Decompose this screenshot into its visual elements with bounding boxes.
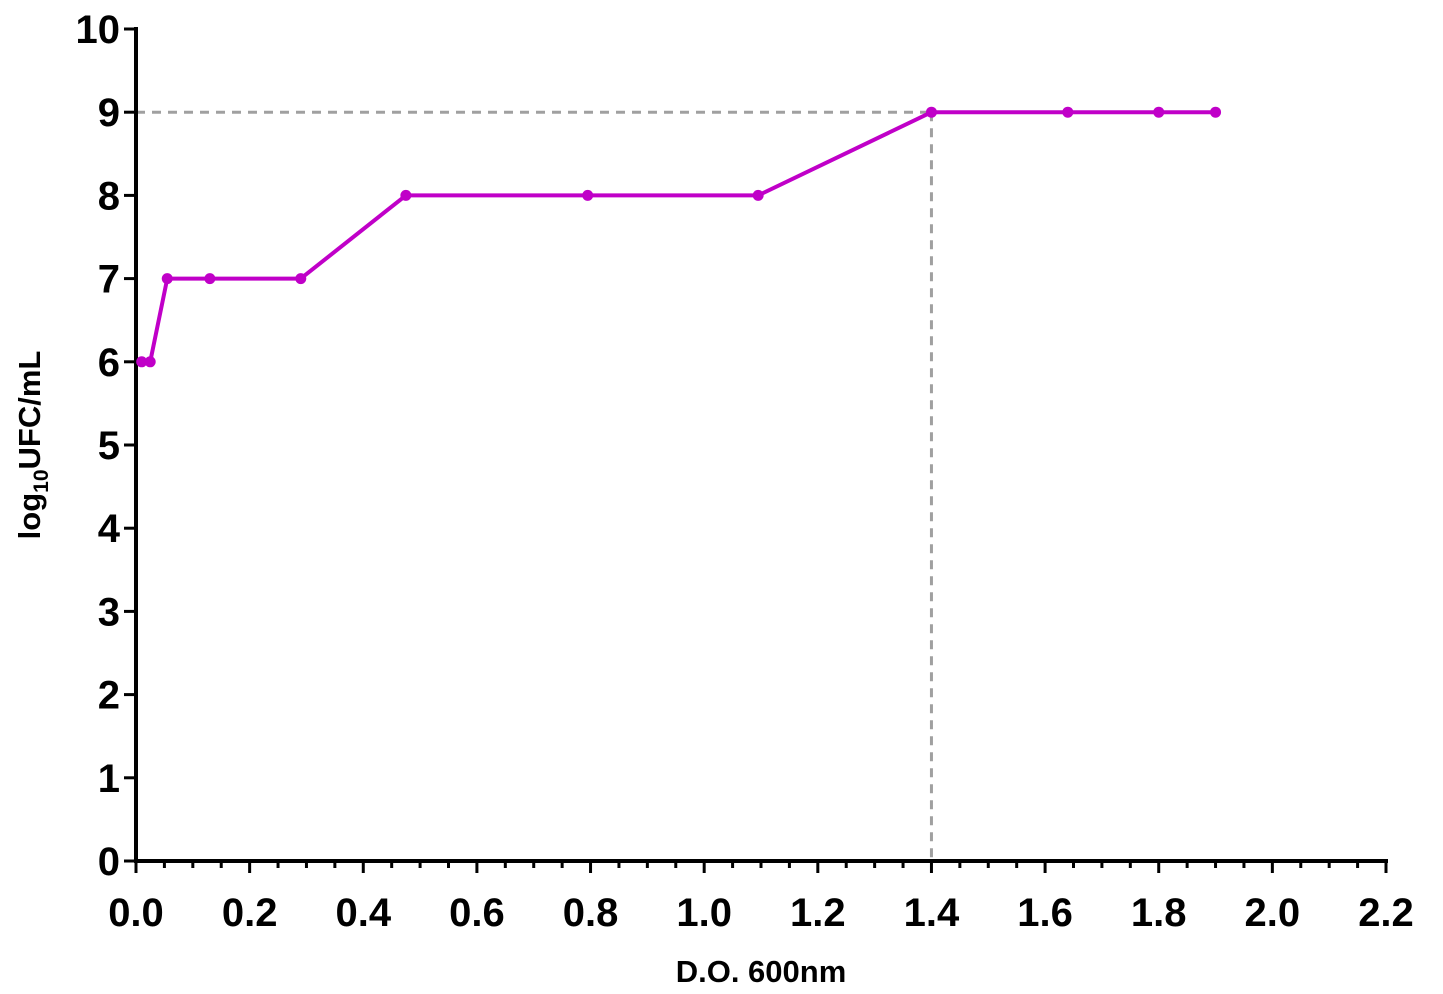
y-tick-label: 3: [98, 590, 120, 634]
y-ticks: 0 1 2 3 4 5 6 7 8 9 10: [76, 8, 136, 884]
x-tick-label: 0.6: [449, 891, 505, 935]
y-tick-label: 1: [98, 757, 120, 801]
y-axis-title-subscript: 10: [30, 469, 53, 492]
data-point: [752, 189, 764, 201]
x-tick-label: 1.4: [904, 891, 960, 935]
x-tick-label: 1.0: [676, 891, 732, 935]
reference-lines: [136, 110, 933, 861]
series-line: [141, 110, 1216, 364]
y-tick-label: 2: [98, 674, 120, 718]
data-point: [400, 189, 412, 201]
data-point: [582, 189, 594, 201]
y-tick-label: 7: [98, 258, 120, 302]
x-ticks: 0.0 0.2 0.4 0.6 0.8 1.0 1.2 1.4 1.6 1.8 2.0 2.2: [108, 861, 1414, 935]
y-tick-label: 6: [98, 341, 120, 385]
y-axis-title: log10UFC/mL: [12, 351, 53, 540]
x-tick-label: 1.8: [1131, 891, 1187, 935]
y-tick-label: 10: [76, 8, 121, 52]
data-point: [136, 356, 148, 368]
axes: [134, 27, 1388, 863]
x-tick-label: 1.6: [1017, 891, 1073, 935]
x-tick-label: 2.2: [1358, 891, 1414, 935]
y-tick-label: 9: [98, 91, 120, 135]
data-point: [295, 273, 307, 285]
y-tick-label: 8: [98, 174, 120, 218]
data-point: [1062, 106, 1074, 118]
data-point: [161, 273, 173, 285]
x-tick-label: 0.8: [563, 891, 619, 935]
x-tick-label: 2.0: [1245, 891, 1301, 935]
x-axis-title: D.O. 600nm: [676, 954, 847, 989]
data-point: [204, 273, 216, 285]
y-tick-label: 5: [98, 424, 120, 468]
data-point: [144, 356, 156, 368]
x-tick-label: 1.2: [790, 891, 846, 935]
data-point: [1210, 106, 1222, 118]
data-point: [1153, 106, 1165, 118]
x-tick-label: 0.0: [108, 891, 164, 935]
x-tick-label: 0.2: [222, 891, 278, 935]
x-tick-label: 0.4: [335, 891, 391, 935]
y-tick-label: 4: [98, 507, 121, 551]
series: [136, 106, 1222, 368]
y-axis-title-prefix: log: [12, 493, 47, 540]
y-tick-label: 0: [98, 840, 120, 884]
y-axis-title-suffix: UFC/mL: [12, 351, 47, 470]
data-point: [925, 106, 937, 118]
